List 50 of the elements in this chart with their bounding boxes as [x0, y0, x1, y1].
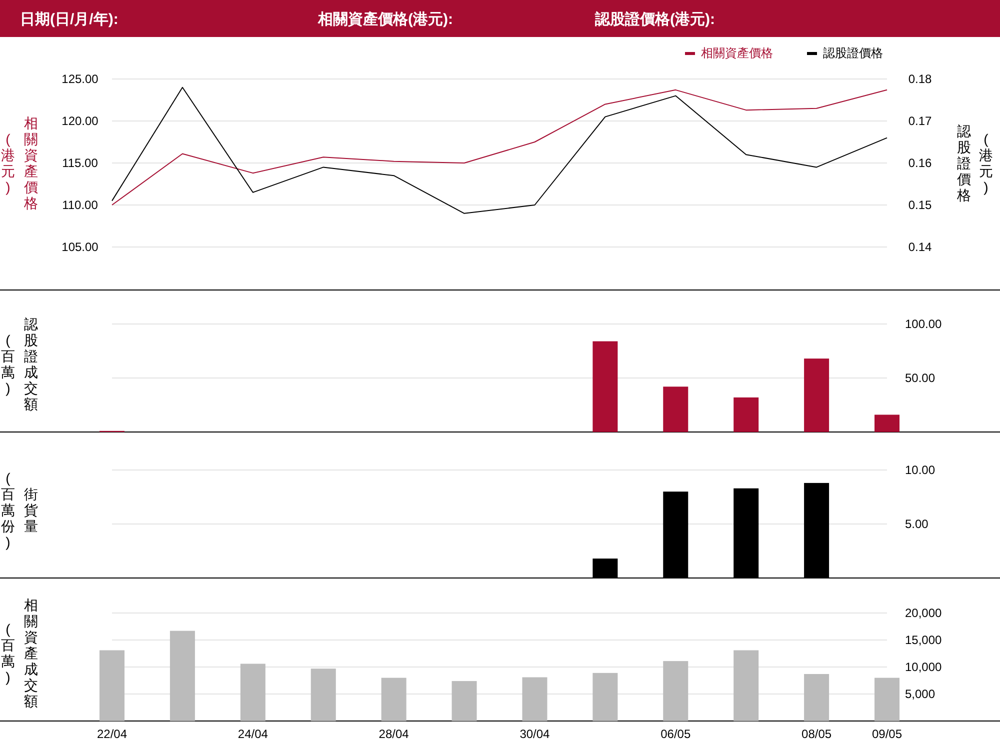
text: 相關資產價格(港元) — [1, 115, 38, 211]
bar — [663, 661, 688, 721]
y2-tick-label: 0.14 — [908, 240, 932, 254]
y-tick-label: 5.00 — [905, 517, 929, 531]
bar — [381, 678, 406, 721]
y2-tick-label: 0.17 — [908, 114, 932, 128]
y-tick-label: 125.00 — [62, 72, 99, 86]
y2-tick-label: 0.15 — [908, 198, 932, 212]
text: 相關資產價格(港元): — [317, 11, 453, 28]
bar — [663, 386, 688, 432]
text: 認股證價格(港元): — [594, 11, 715, 28]
x-tick-label: 06/05 — [660, 727, 691, 741]
bar — [874, 678, 900, 721]
bar — [804, 674, 830, 721]
x-tick-label: 09/05 — [872, 727, 902, 741]
y2-tick-label: 0.18 — [908, 72, 932, 86]
bar — [734, 397, 759, 432]
y-tick-label: 100.00 — [905, 317, 942, 331]
x-tick-label: 28/04 — [378, 727, 410, 741]
bar — [804, 358, 830, 432]
x-tick-label: 30/04 — [520, 727, 550, 741]
y-tick-label: 105.00 — [62, 240, 99, 254]
x-tick-label: 22/04 — [96, 727, 128, 741]
legend-label: 相關資產價格 — [701, 46, 773, 60]
y-tick-label: 110.00 — [62, 198, 98, 212]
bar — [874, 414, 900, 432]
y-tick-label: 15,000 — [905, 633, 942, 647]
bar — [522, 677, 548, 721]
text: 街貨量(百萬份) — [1, 470, 38, 550]
y-tick-label: 50.00 — [905, 371, 936, 385]
legend-label: 認股證價格 — [823, 46, 883, 60]
y-tick-label: 115.00 — [62, 156, 98, 170]
bar — [310, 668, 336, 721]
bar — [100, 650, 124, 721]
bar — [170, 630, 195, 721]
text: 日期(日/月/年): — [20, 11, 118, 28]
bar — [734, 650, 759, 721]
bar — [592, 341, 618, 432]
x-tick-label: 08/05 — [802, 727, 832, 741]
y-tick-label: 5,000 — [905, 687, 936, 701]
bar — [452, 681, 477, 721]
x-tick-label: 24/04 — [238, 727, 268, 741]
text: 認股證成交額(百萬) — [1, 316, 38, 412]
y-tick-label: 120.00 — [62, 114, 99, 128]
bar — [592, 672, 618, 721]
y2-tick-label: 0.16 — [908, 156, 932, 170]
bar — [240, 664, 266, 721]
y-tick-label: 20,000 — [905, 606, 942, 620]
y-tick-label: 10.00 — [905, 463, 936, 477]
y-tick-label: 10,000 — [905, 660, 942, 674]
